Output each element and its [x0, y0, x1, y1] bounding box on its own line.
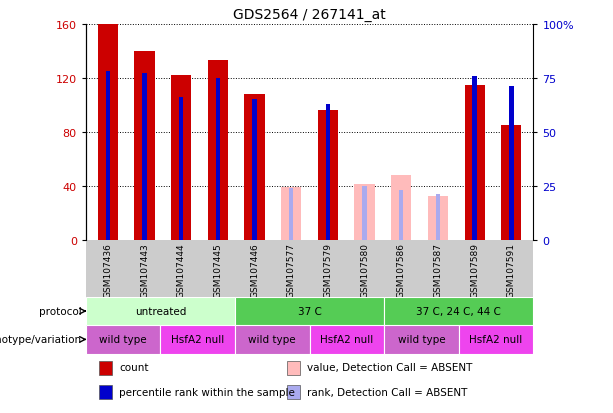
- Text: count: count: [120, 363, 149, 373]
- Text: HsfA2 null: HsfA2 null: [171, 335, 224, 344]
- Bar: [289, 188, 294, 240]
- Bar: [235, 297, 384, 325]
- Text: GSM107445: GSM107445: [213, 243, 223, 297]
- Bar: [99, 361, 112, 375]
- Bar: [362, 186, 367, 240]
- Bar: [142, 74, 147, 240]
- Text: 37 C: 37 C: [298, 306, 321, 316]
- Bar: [501, 126, 522, 240]
- Bar: [216, 78, 220, 240]
- Text: wild type: wild type: [248, 335, 296, 344]
- Bar: [245, 95, 265, 240]
- Text: wild type: wild type: [99, 335, 147, 344]
- Text: genotype/variation: genotype/variation: [0, 335, 82, 344]
- Text: GSM107577: GSM107577: [287, 243, 295, 298]
- Text: GSM107589: GSM107589: [470, 243, 479, 298]
- Bar: [253, 100, 257, 240]
- Text: GSM107580: GSM107580: [360, 243, 369, 298]
- Bar: [509, 145, 514, 240]
- Bar: [509, 87, 514, 240]
- Text: HsfA2 null: HsfA2 null: [320, 335, 373, 344]
- Bar: [473, 76, 477, 240]
- Bar: [428, 197, 448, 240]
- Bar: [281, 188, 302, 240]
- Text: untreated: untreated: [135, 306, 186, 316]
- Title: GDS2564 / 267141_at: GDS2564 / 267141_at: [233, 8, 386, 22]
- Bar: [384, 325, 459, 354]
- Text: value, Detection Call = ABSENT: value, Detection Call = ABSENT: [307, 363, 473, 373]
- Bar: [179, 98, 183, 240]
- Text: rank, Detection Call = ABSENT: rank, Detection Call = ABSENT: [307, 387, 468, 397]
- Text: GSM107436: GSM107436: [104, 243, 112, 298]
- Bar: [326, 104, 330, 240]
- Text: 37 C, 24 C, 44 C: 37 C, 24 C, 44 C: [416, 306, 501, 316]
- Bar: [105, 72, 110, 240]
- Bar: [391, 176, 411, 240]
- Text: GSM107587: GSM107587: [433, 243, 443, 298]
- Bar: [161, 325, 235, 354]
- Bar: [86, 297, 235, 325]
- Bar: [318, 111, 338, 240]
- Bar: [134, 52, 154, 240]
- Text: percentile rank within the sample: percentile rank within the sample: [120, 387, 295, 397]
- Bar: [208, 61, 228, 240]
- Bar: [287, 385, 300, 399]
- Text: GSM107586: GSM107586: [397, 243, 406, 298]
- Text: GSM107443: GSM107443: [140, 243, 149, 297]
- Bar: [97, 25, 118, 240]
- Bar: [310, 325, 384, 354]
- Bar: [399, 190, 403, 240]
- Bar: [354, 185, 375, 240]
- Text: protocol: protocol: [39, 306, 82, 316]
- Bar: [384, 297, 533, 325]
- Text: HsfA2 null: HsfA2 null: [470, 335, 523, 344]
- Text: GSM107579: GSM107579: [324, 243, 332, 298]
- Bar: [99, 385, 112, 399]
- Bar: [465, 85, 485, 240]
- Bar: [235, 325, 310, 354]
- Text: GSM107591: GSM107591: [507, 243, 516, 298]
- Text: wild type: wild type: [398, 335, 445, 344]
- Text: GSM107446: GSM107446: [250, 243, 259, 297]
- Bar: [287, 361, 300, 375]
- Bar: [436, 195, 440, 240]
- Bar: [459, 325, 533, 354]
- Text: GSM107444: GSM107444: [177, 243, 186, 297]
- Bar: [86, 325, 161, 354]
- Bar: [171, 76, 191, 240]
